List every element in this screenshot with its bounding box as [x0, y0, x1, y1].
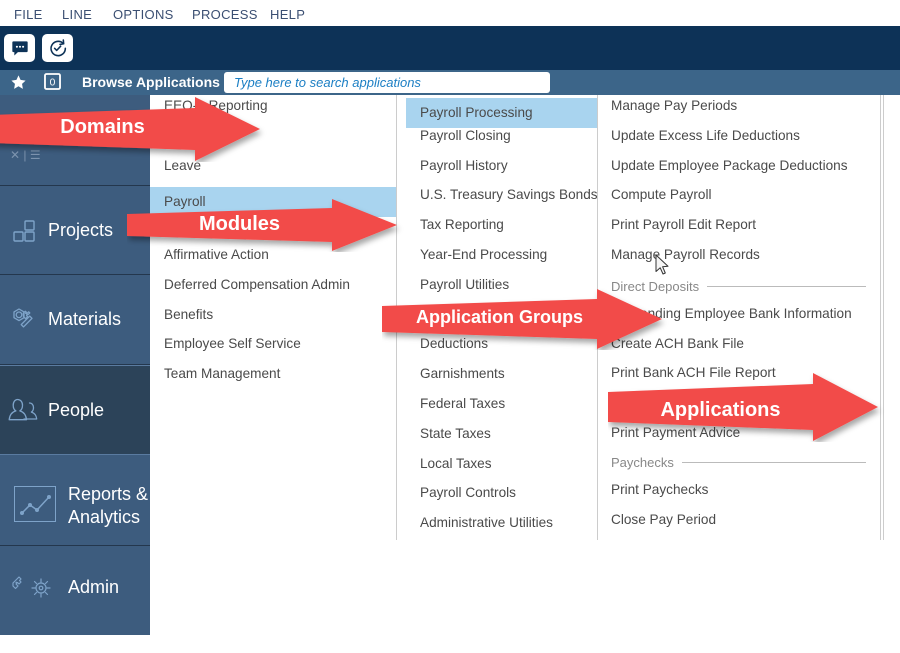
svg-text:0: 0 [49, 77, 55, 88]
